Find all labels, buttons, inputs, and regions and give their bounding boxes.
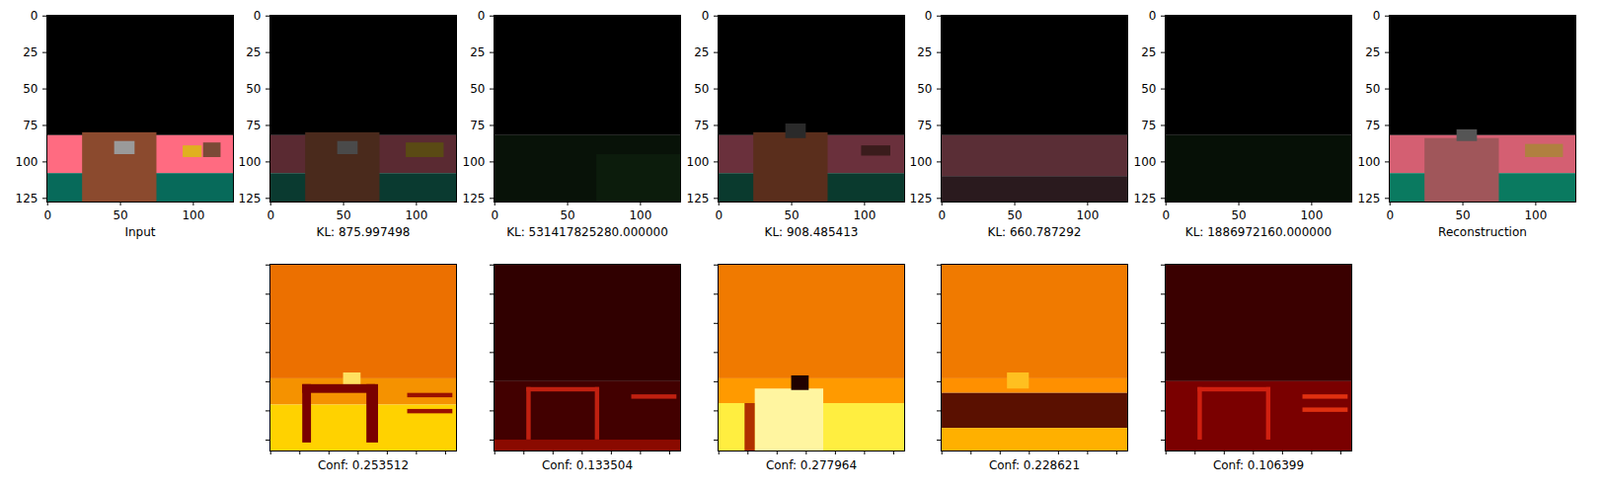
svg-text:100: 100	[1357, 153, 1380, 168]
svg-text:25: 25	[22, 44, 38, 59]
svg-text:25: 25	[693, 44, 709, 59]
svg-text:100: 100	[461, 153, 485, 168]
svg-text:Conf: 0.106399: Conf: 0.106399	[1213, 457, 1304, 472]
svg-text:100: 100	[685, 153, 709, 168]
svg-text:75: 75	[22, 117, 38, 132]
svg-text:0: 0	[477, 8, 486, 23]
svg-text:0: 0	[924, 8, 933, 23]
svg-text:75: 75	[1141, 117, 1156, 132]
svg-text:Conf: 0.277964: Conf: 0.277964	[764, 457, 856, 472]
svg-text:KL: 660.787292: KL: 660.787292	[988, 224, 1082, 238]
svg-text:KL: 1886972160.000000: KL: 1886972160.000000	[1185, 224, 1332, 238]
svg-text:25: 25	[917, 44, 933, 59]
svg-text:75: 75	[1365, 117, 1380, 132]
svg-text:0: 0	[1161, 208, 1170, 223]
svg-text:75: 75	[245, 117, 261, 132]
svg-text:100: 100	[181, 208, 205, 223]
svg-text:0: 0	[1148, 8, 1157, 23]
svg-text:100: 100	[405, 208, 429, 223]
svg-text:100: 100	[628, 208, 652, 223]
svg-text:50: 50	[1007, 208, 1023, 223]
svg-text:25: 25	[245, 44, 261, 59]
svg-text:75: 75	[469, 117, 485, 132]
svg-text:Input: Input	[124, 224, 155, 238]
svg-text:125: 125	[910, 190, 933, 205]
svg-text:Conf: 0.253512: Conf: 0.253512	[317, 457, 409, 472]
svg-text:0: 0	[267, 208, 276, 223]
svg-text:Reconstruction: Reconstruction	[1438, 224, 1527, 238]
svg-text:100: 100	[852, 208, 876, 223]
svg-text:100: 100	[910, 153, 933, 168]
svg-text:50: 50	[469, 80, 485, 95]
svg-text:50: 50	[783, 208, 799, 223]
svg-text:50: 50	[22, 80, 38, 95]
svg-text:0: 0	[1385, 208, 1394, 223]
svg-text:0: 0	[938, 208, 947, 223]
svg-text:KL: 908.485413: KL: 908.485413	[763, 224, 858, 238]
svg-text:KL: 875.997498: KL: 875.997498	[316, 224, 411, 238]
svg-text:75: 75	[917, 117, 933, 132]
svg-text:125: 125	[685, 190, 709, 205]
svg-text:125: 125	[14, 190, 38, 205]
svg-text:25: 25	[469, 44, 485, 59]
svg-text:50: 50	[1141, 80, 1156, 95]
svg-text:0: 0	[490, 208, 499, 223]
svg-text:100: 100	[1523, 208, 1547, 223]
svg-text:KL: 531417825280.000000: KL: 531417825280.000000	[506, 224, 669, 238]
svg-text:Conf: 0.133504: Conf: 0.133504	[541, 457, 633, 472]
svg-text:100: 100	[238, 153, 262, 168]
svg-text:50: 50	[336, 208, 352, 223]
svg-text:50: 50	[1230, 208, 1246, 223]
svg-text:25: 25	[1141, 44, 1156, 59]
svg-text:125: 125	[1357, 190, 1380, 205]
svg-text:50: 50	[917, 80, 933, 95]
svg-text:0: 0	[714, 208, 723, 223]
svg-text:50: 50	[1365, 80, 1380, 95]
svg-text:Conf: 0.228621: Conf: 0.228621	[989, 457, 1080, 472]
svg-text:50: 50	[693, 80, 709, 95]
svg-text:0: 0	[29, 8, 38, 23]
svg-text:75: 75	[693, 117, 709, 132]
svg-text:125: 125	[461, 190, 485, 205]
svg-text:100: 100	[1134, 153, 1157, 168]
svg-text:125: 125	[1134, 190, 1157, 205]
svg-text:0: 0	[1372, 8, 1381, 23]
svg-text:0: 0	[43, 208, 52, 223]
svg-text:125: 125	[238, 190, 262, 205]
svg-text:50: 50	[245, 80, 261, 95]
svg-text:100: 100	[1076, 208, 1100, 223]
svg-text:0: 0	[253, 8, 262, 23]
svg-text:100: 100	[14, 153, 38, 168]
svg-text:50: 50	[559, 208, 575, 223]
svg-text:100: 100	[1299, 208, 1323, 223]
svg-text:25: 25	[1365, 44, 1380, 59]
svg-text:0: 0	[700, 8, 709, 23]
svg-text:50: 50	[1454, 208, 1470, 223]
svg-text:50: 50	[112, 208, 128, 223]
